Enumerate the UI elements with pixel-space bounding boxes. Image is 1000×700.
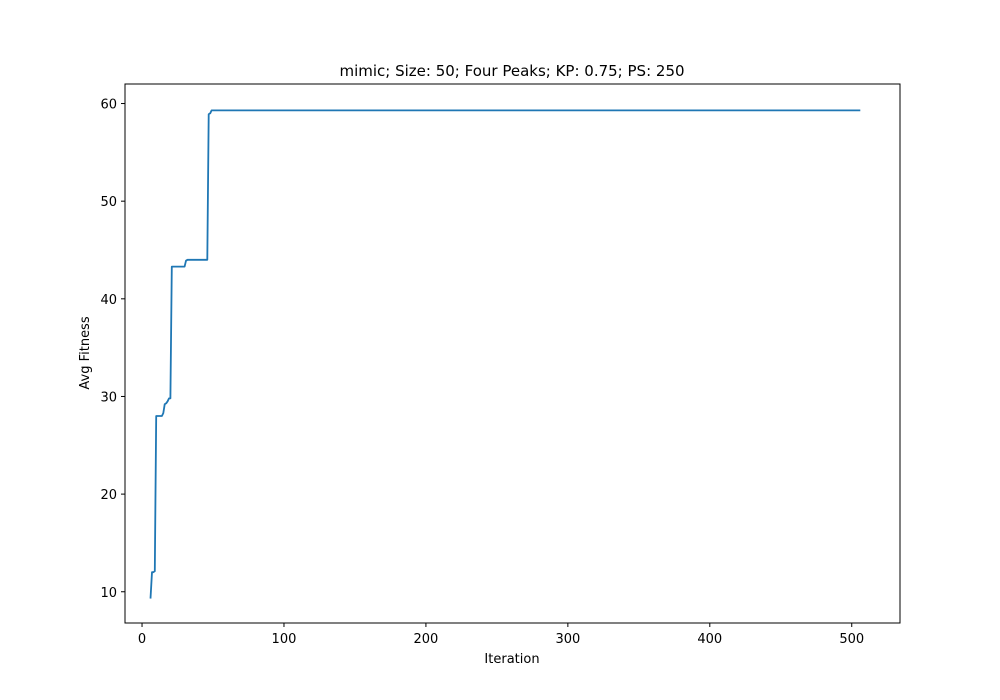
plot-area [124, 83, 901, 624]
x-tick-label: 500 [839, 632, 864, 647]
y-tick-label: 50 [100, 195, 117, 210]
y-tick-label: 20 [100, 488, 117, 503]
x-tick-label: 200 [414, 632, 439, 647]
x-axis: 0 100 200 300 400 500 [138, 623, 864, 647]
chart-title: mimic; Size: 50; Four Peaks; KP: 0.75; P… [339, 62, 684, 80]
y-tick-label: 10 [100, 586, 117, 601]
x-tick-label: 0 [138, 632, 146, 647]
x-axis-label: Iteration [484, 652, 539, 667]
x-tick-label: 300 [555, 632, 580, 647]
series-line [149, 109, 861, 599]
y-tick-label: 30 [100, 390, 117, 405]
x-tick-label: 400 [697, 632, 722, 647]
x-tick-label: 100 [272, 632, 297, 647]
y-tick-label: 40 [100, 293, 117, 308]
y-tick-label: 60 [100, 98, 117, 113]
series-layer [149, 109, 861, 599]
y-axis: 10 20 30 40 50 60 [100, 98, 125, 601]
y-axis-label: Avg Fitness [78, 316, 93, 389]
